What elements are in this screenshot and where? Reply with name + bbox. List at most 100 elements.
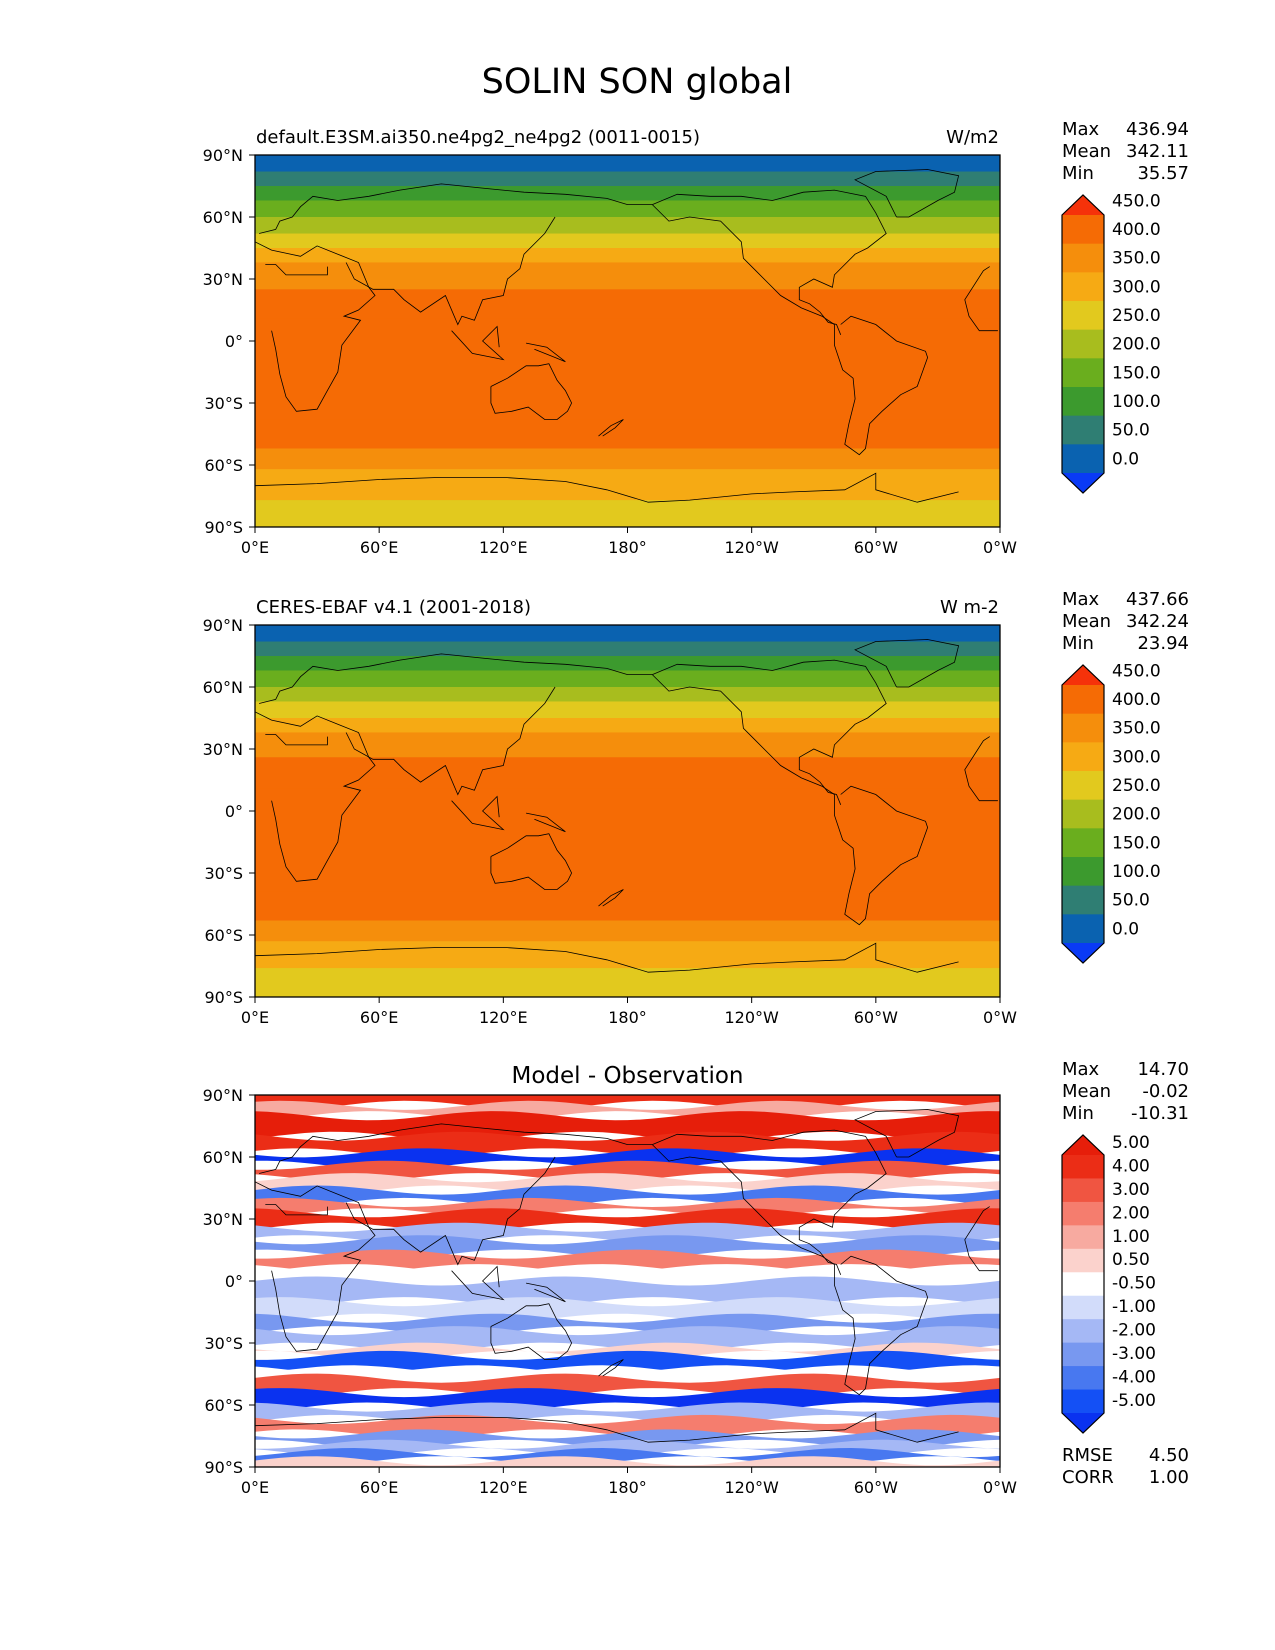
coastline xyxy=(255,942,959,973)
y-tick-label: 0° xyxy=(225,332,243,351)
colorbar-label: 300.0 xyxy=(1112,277,1161,297)
coastline xyxy=(854,1109,960,1158)
coastline xyxy=(259,1123,653,1174)
contour-band xyxy=(255,968,1000,997)
x-tick-label: 120°W xyxy=(724,1478,779,1497)
x-tick-label: 60°W xyxy=(854,538,898,557)
colorbar: 0.0 50.0 100.0 150.0 200.0 250.0 300.0 350.0 400… xyxy=(1061,661,1161,964)
colorbar-label: -3.00 xyxy=(1112,1344,1156,1364)
stat-value: 437.66 xyxy=(1126,589,1189,610)
coastline xyxy=(834,1255,929,1396)
colorbar-segment xyxy=(1062,1178,1104,1203)
colorbar-label: 250.0 xyxy=(1112,776,1161,796)
stat-value: 35.57 xyxy=(1137,163,1189,184)
colorbar-label: -4.00 xyxy=(1112,1368,1156,1388)
colorbar-label: 200.0 xyxy=(1112,805,1161,825)
x-tick-label: 0°W xyxy=(983,1008,1017,1027)
colorbar-segment xyxy=(1062,1201,1104,1226)
colorbar-segment xyxy=(1062,215,1104,245)
stat-value: 1.00 xyxy=(1149,1467,1189,1488)
coastline xyxy=(652,189,887,335)
colorbar-extend-max xyxy=(1062,665,1104,685)
colorbar-label: 5.00 xyxy=(1112,1133,1150,1153)
coastline xyxy=(490,1303,573,1360)
colorbar-label: 350.0 xyxy=(1112,249,1161,269)
colorbar-label: 450.0 xyxy=(1112,661,1161,681)
colorbar-label: 100.0 xyxy=(1112,392,1161,412)
y-tick-label: 90°N xyxy=(203,146,243,165)
contour-band xyxy=(255,788,1000,893)
stat-label: Mean xyxy=(1062,611,1111,632)
colorbar-segment xyxy=(1062,713,1104,743)
colorbar-label: 400.0 xyxy=(1112,220,1161,240)
panel-units: W/m2 xyxy=(946,127,999,148)
y-tick-label: 90°N xyxy=(203,1086,243,1105)
colorbar-segment xyxy=(1062,387,1104,417)
contour-band xyxy=(255,718,1000,734)
stat-label: Max xyxy=(1062,1059,1100,1080)
coastline xyxy=(451,795,505,831)
x-tick-label: 0°E xyxy=(241,538,269,557)
stat-value: 342.11 xyxy=(1126,141,1189,162)
x-tick-label: 120°W xyxy=(724,538,779,557)
y-tick-label: 60°S xyxy=(204,1396,243,1415)
colorbar-label: 400.0 xyxy=(1112,690,1161,710)
y-tick-label: 90°S xyxy=(204,518,243,537)
colorbar-label: 200.0 xyxy=(1112,335,1161,355)
colorbar-outline xyxy=(1061,1134,1105,1434)
panels-group: 0°E 60°E 120°E 180° 120°W 60°W 0°W 90°N 60°N 30°N… xyxy=(203,119,1189,1497)
colorbar-label: -1.00 xyxy=(1112,1297,1156,1317)
y-tick-label: 30°S xyxy=(204,394,243,413)
contour-band xyxy=(255,757,1000,789)
contour-band xyxy=(255,891,1000,922)
contour-band xyxy=(255,1388,1000,1412)
y-tick-label: 90°N xyxy=(203,616,243,635)
coastline xyxy=(255,711,998,882)
colorbar-label: 100.0 xyxy=(1112,862,1161,882)
y-tick-label: 30°N xyxy=(203,1210,243,1229)
stat-value: -10.31 xyxy=(1131,1103,1189,1124)
coastline xyxy=(255,1412,959,1443)
colorbar-segment xyxy=(1062,885,1104,915)
panel-title: CERES-EBAF v4.1 (2001-2018) xyxy=(256,597,531,618)
map-field xyxy=(255,625,1000,997)
coastline xyxy=(451,325,505,361)
y-tick-label: 90°S xyxy=(204,1458,243,1477)
x-tick-label: 180° xyxy=(608,1478,647,1497)
stat-value: 23.94 xyxy=(1137,633,1189,654)
colorbar-label: 450.0 xyxy=(1112,191,1161,211)
colorbar-segment xyxy=(1062,828,1104,858)
colorbar-label: 250.0 xyxy=(1112,306,1161,326)
stat-value: 342.24 xyxy=(1126,611,1189,632)
colorbar-segment xyxy=(1062,1295,1104,1320)
colorbar-segment xyxy=(1062,1272,1104,1297)
panel-model: 0°E 60°E 120°E 180° 120°W 60°W 0°W 90°N 60°N 30°N… xyxy=(203,119,1189,557)
colorbar-label: 50.0 xyxy=(1112,891,1150,911)
coastline xyxy=(345,216,556,326)
colorbar-segment xyxy=(1062,1248,1104,1273)
stat-label: Max xyxy=(1062,589,1100,610)
y-tick-label: 30°N xyxy=(203,740,243,759)
panel-units: W m-2 xyxy=(940,597,999,618)
colorbar-segment xyxy=(1062,358,1104,388)
colorbar-segment xyxy=(1062,685,1104,715)
coastline xyxy=(451,1265,505,1301)
y-tick-label: 0° xyxy=(225,1272,243,1291)
colorbar-segment xyxy=(1062,444,1104,474)
contour-band xyxy=(255,186,1000,202)
contour-band xyxy=(255,941,1000,969)
figure-title: SOLIN SON global xyxy=(482,62,793,102)
colorbar-label: 50.0 xyxy=(1112,421,1150,441)
colorbar-label: 1.00 xyxy=(1112,1227,1150,1247)
x-tick-label: 120°E xyxy=(479,1008,528,1027)
coastline xyxy=(834,785,929,926)
colorbar-label: 2.00 xyxy=(1112,1203,1150,1223)
y-tick-label: 30°S xyxy=(204,1334,243,1353)
stat-label: Min xyxy=(1062,633,1094,654)
x-tick-label: 0°E xyxy=(241,1008,269,1027)
map-field xyxy=(255,1095,1000,1467)
contour-band xyxy=(255,625,1000,643)
x-tick-label: 60°E xyxy=(360,538,398,557)
colorbar: 0.0 50.0 100.0 150.0 200.0 250.0 300.0 350.0 400… xyxy=(1061,191,1161,494)
